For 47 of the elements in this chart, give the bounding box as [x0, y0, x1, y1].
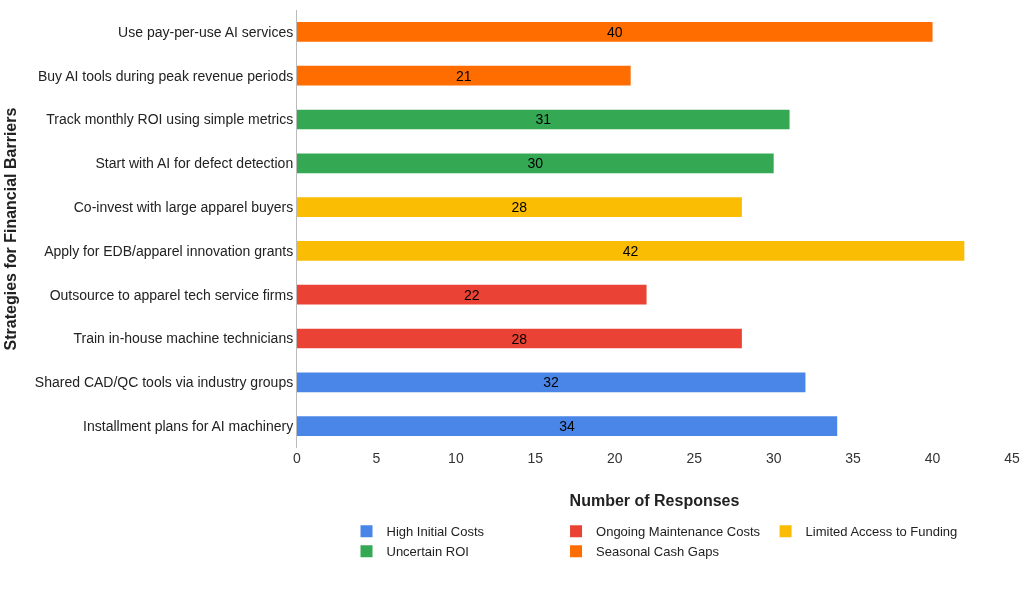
legend-label: Uncertain ROI	[386, 544, 469, 560]
legend-label: Limited Access to Funding	[805, 524, 958, 540]
x-tick-label: 0	[293, 450, 302, 466]
data-label: 28	[511, 199, 528, 216]
bar	[297, 197, 742, 217]
data-label: 34	[559, 418, 575, 435]
bar	[297, 153, 774, 174]
legend-label: High Initial Costs	[386, 524, 485, 540]
bar	[297, 416, 838, 436]
x-tick-label: 15	[527, 450, 544, 466]
y-tick-label: Shared CAD/QC tools via industry groups	[34, 374, 294, 391]
x-tick-label: 40	[924, 450, 941, 466]
bar	[297, 284, 647, 305]
x-tick-label: 25	[686, 450, 703, 466]
data-label: 22	[463, 286, 480, 303]
legend-label: Seasonal Cash Gaps	[596, 544, 720, 560]
y-axis-title: Strategies for Financial Barriers	[1, 107, 19, 351]
data-label: 32	[543, 374, 560, 391]
x-tick-label: 10	[448, 450, 464, 466]
y-tick-label: Co-invest with large apparel buyers	[73, 199, 294, 215]
y-tick-label: Use pay-per-use AI services	[118, 23, 294, 40]
y-tick-label: Outsource to apparel tech service firms	[49, 286, 294, 303]
y-tick-label: Track monthly ROI using simple metrics	[46, 111, 294, 128]
x-tick-label: 5	[372, 450, 381, 466]
data-label: 40	[606, 23, 623, 40]
bar	[297, 65, 631, 86]
bar	[297, 109, 790, 130]
bar	[297, 22, 933, 42]
x-tick-label: 20	[606, 450, 623, 466]
x-axis-title: Number of Responses	[569, 492, 740, 509]
bar	[297, 372, 806, 393]
x-tick-label: 45	[1004, 450, 1020, 466]
x-tick-label: 30	[765, 450, 782, 466]
data-label: 30	[527, 155, 544, 172]
data-label: 42	[622, 242, 639, 259]
y-tick-label: Train in-house machine technicians	[73, 330, 294, 347]
bar	[297, 328, 742, 349]
bar	[297, 241, 965, 261]
data-label: 28	[511, 330, 528, 347]
x-tick-label: 35	[845, 450, 862, 466]
data-label: 31	[535, 111, 552, 128]
legend-label: Ongoing Maintenance Costs	[596, 524, 761, 540]
y-tick-label: Start with AI for defect detection	[95, 155, 294, 172]
y-tick-label: Installment plans for AI machinery	[83, 418, 294, 434]
data-label: 21	[455, 67, 472, 84]
y-tick-label: Apply for EDB/apparel innovation grants	[44, 242, 294, 259]
y-tick-label: Buy AI tools during peak revenue periods	[37, 67, 294, 84]
